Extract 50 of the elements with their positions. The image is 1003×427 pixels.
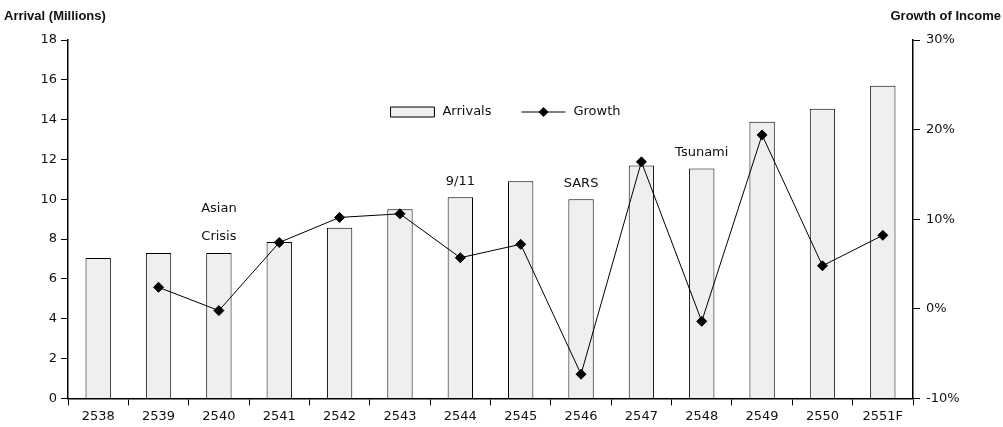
x-tick-label: 2539 (141, 407, 176, 423)
y2-axis-title: Growth of Income (890, 8, 1001, 23)
x-tick-label: 2549 (745, 407, 779, 423)
x-tick-label: 2544 (443, 407, 477, 423)
y-tick-label: 14 (40, 111, 57, 127)
y2-tick-label: -10% (926, 389, 960, 405)
x-tick-label: 2542 (323, 407, 357, 423)
point (515, 238, 527, 250)
x-tick-label: 2551F (862, 407, 904, 423)
x-tick-label: 2538 (81, 407, 115, 423)
annotation: Tsunami (674, 143, 729, 159)
x-tick-label: 2550 (805, 407, 840, 423)
point (696, 315, 708, 327)
legend-label: Growth (573, 103, 621, 119)
point (816, 260, 828, 272)
point (756, 129, 768, 141)
x-tick-label: 2546 (564, 407, 598, 423)
y2-tick-label: 0% (926, 300, 947, 316)
point (877, 229, 889, 241)
y-tick-label: 4 (48, 310, 57, 326)
point (454, 252, 466, 264)
y-tick-label: 8 (48, 230, 57, 246)
y2-tick-label: 20% (926, 120, 955, 136)
annotation: 9/11 (445, 172, 475, 188)
annotation: Asian Crisis (201, 200, 237, 244)
point (394, 208, 406, 220)
y-tick-label: 2 (48, 349, 57, 365)
point (153, 281, 165, 293)
x-tick-label: 2543 (383, 407, 417, 423)
y-tick-label: 0 (48, 389, 57, 405)
y-tick-label: 16 (40, 71, 57, 87)
y2-tick-label: 30% (926, 31, 955, 47)
x-tick-label: 2540 (202, 407, 236, 423)
x-tick-label: 2545 (504, 407, 538, 423)
point (334, 211, 346, 223)
y-tick-label: 10 (40, 190, 57, 206)
legend-label: Arrivals (442, 103, 492, 119)
y-axis-title: Arrival (Millions) (4, 8, 106, 23)
y-tick-label: 12 (40, 150, 57, 166)
point (213, 305, 225, 317)
y2-tick-label: 10% (926, 210, 955, 226)
y-tick-label: 18 (40, 31, 57, 47)
point (635, 156, 647, 168)
x-tick-label: 2547 (624, 407, 658, 423)
point (575, 368, 587, 380)
point (273, 237, 285, 248)
y-tick-label: 6 (48, 270, 57, 286)
annotation: SARS (563, 174, 599, 190)
x-tick-label: 2548 (685, 407, 719, 423)
x-tick-label: 2541 (262, 407, 296, 423)
